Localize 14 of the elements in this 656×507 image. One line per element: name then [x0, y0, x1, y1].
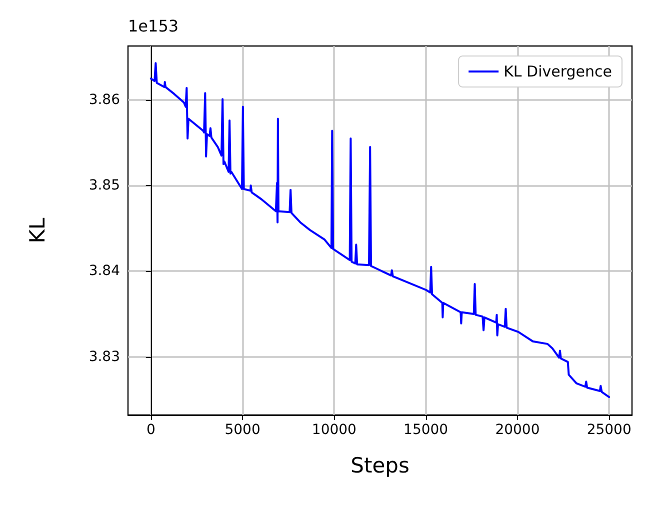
- y-tick-label: 3.86: [88, 92, 120, 108]
- text: 1e153: [128, 16, 179, 36]
- y-axis-title: KL: [26, 217, 50, 244]
- y-tick-label: 3.85: [88, 178, 120, 194]
- x-tick-label: 10000: [312, 422, 356, 438]
- x-tick-label: 20000: [495, 422, 540, 438]
- y-tick-label: 3.84: [88, 263, 120, 280]
- x-axis-title: Steps: [350, 454, 410, 478]
- y-tick-label: 3.83: [88, 348, 120, 365]
- legend-label: KL Divergence: [504, 62, 612, 80]
- x-tick-label: 25000: [586, 422, 632, 438]
- x-tick-label: 0: [146, 422, 156, 438]
- x-tick-label: 15000: [404, 422, 448, 438]
- x-tick-label: 5000: [224, 422, 260, 438]
